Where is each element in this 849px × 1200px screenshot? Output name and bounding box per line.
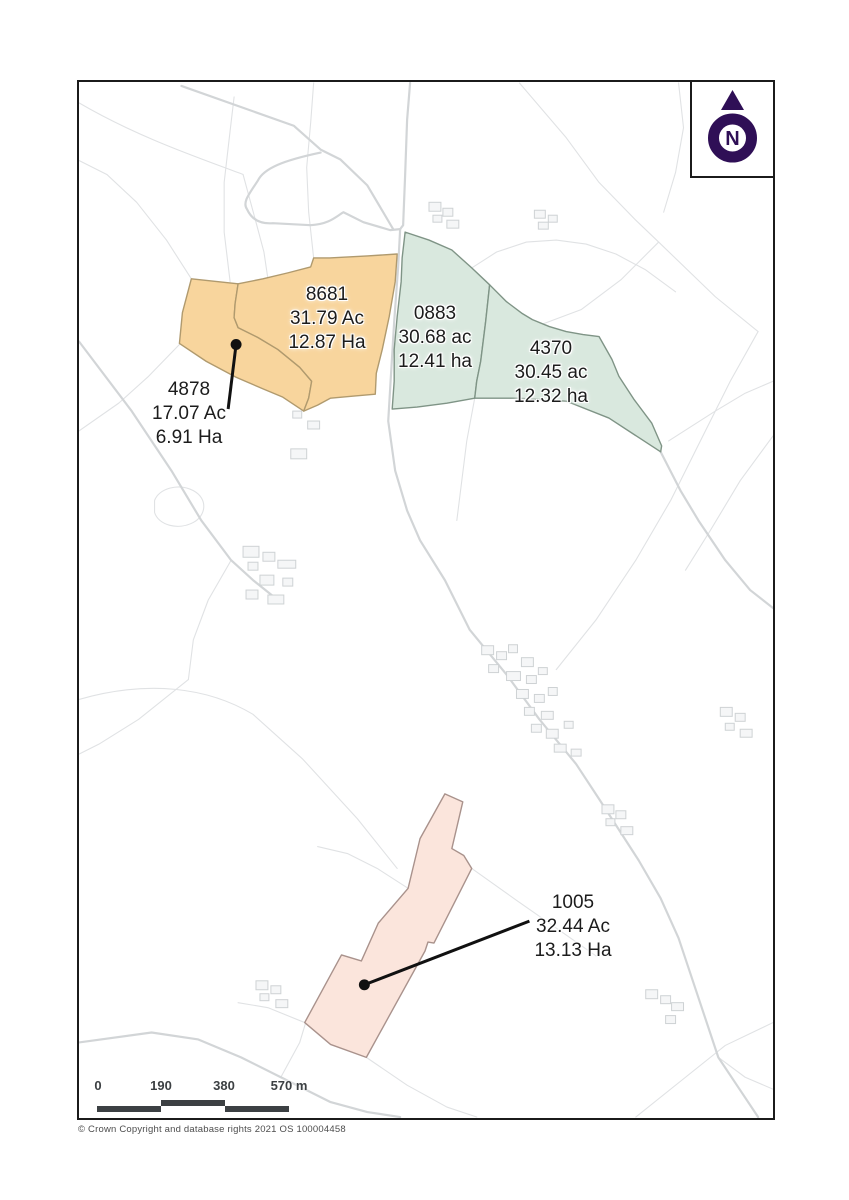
parcel-acres: 30.68 ac — [398, 327, 472, 348]
parcel-acres: 17.07 Ac — [152, 403, 226, 424]
leader-line-4878 — [226, 344, 238, 410]
north-compass-icon: N — [708, 90, 757, 163]
parcel-1005-shape — [304, 793, 473, 1059]
scale-tick-570: 570 m — [270, 1078, 308, 1093]
parcel-hectares: 13.13 Ha — [534, 940, 612, 961]
parcel-8681-shape — [233, 253, 398, 412]
parcel-4370-shape — [474, 284, 663, 453]
north-letter: N — [725, 128, 739, 150]
parcel-hectares: 6.91 Ha — [155, 427, 223, 448]
scale-bar-segment-3 — [225, 1106, 289, 1112]
map-frame: 8681 31.79 Ac 12.87 Ha 4878 17.07 Ac 6.9… — [77, 80, 775, 1120]
parcel-label-1005: 1005 32.44 Ac 13.13 Ha — [534, 891, 611, 963]
copyright-text: © Crown Copyright and database rights 20… — [78, 1124, 346, 1135]
parcel-id: 1005 — [551, 892, 595, 913]
north-arrow-triangle — [721, 90, 744, 110]
basemap-buildings — [242, 201, 753, 1025]
parcel-hectares: 12.32 ha — [514, 386, 588, 407]
parcel-id: 0883 — [413, 303, 457, 324]
leader-lines — [226, 339, 530, 991]
parcel-acres: 31.79 Ac — [290, 308, 364, 329]
leader-dot-4878 — [230, 339, 242, 350]
scale-bar-segment-1 — [97, 1106, 161, 1112]
parcel-acres: 32.44 Ac — [536, 916, 610, 937]
map-canvas — [79, 82, 773, 1118]
scale-tick-0: 0 — [94, 1078, 102, 1093]
parcel-label-8681: 8681 31.79 Ac 12.87 Ha — [288, 283, 365, 355]
scale-tick-380: 380 — [213, 1078, 235, 1093]
parcel-id: 4878 — [167, 379, 211, 400]
parcel-0883-shape — [391, 231, 491, 410]
parcel-label-0883: 0883 30.68 ac 12.41 ha — [398, 302, 472, 374]
parcel-hectares: 12.41 ha — [398, 351, 472, 372]
scale-tick-190: 190 — [150, 1078, 172, 1093]
parcel-acres: 30.45 ac — [514, 362, 588, 383]
parcel-label-4878: 4878 17.07 Ac 6.91 Ha — [152, 378, 226, 450]
parcel-hectares: 12.87 Ha — [288, 332, 366, 353]
north-arrow-box: N — [690, 82, 773, 178]
leader-line-1005 — [363, 919, 530, 987]
parcel-id: 8681 — [305, 284, 349, 305]
basemap-fieldlines — [79, 82, 773, 1118]
leader-dot-1005 — [358, 979, 370, 991]
parcel-label-4370: 4370 30.45 ac 12.32 ha — [514, 337, 588, 409]
scale-bar-segment-2 — [161, 1100, 225, 1106]
north-ring — [708, 113, 757, 163]
parcel-id: 4370 — [529, 338, 573, 359]
